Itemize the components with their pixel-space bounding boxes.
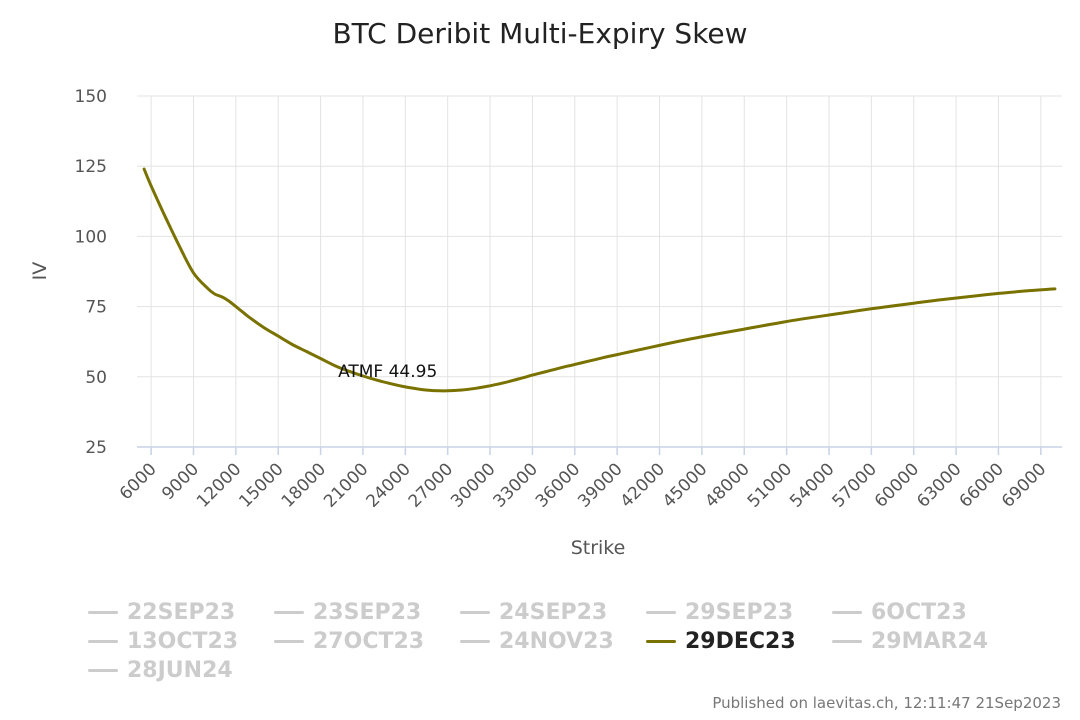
x-tick-label: 39000 — [574, 459, 626, 511]
legend-item-29sep23[interactable]: 29SEP23 — [646, 598, 832, 627]
x-tick-label: 30000 — [447, 459, 499, 511]
legend-item-23sep23[interactable]: 23SEP23 — [274, 598, 460, 627]
series-line-29DEC23[interactable] — [142, 167, 1057, 393]
legend: 22SEP23 23SEP23 24SEP23 29SEP23 6OCT23 13OCT2… — [88, 598, 1048, 685]
legend-swatch — [274, 611, 304, 614]
legend-label: 24NOV23 — [499, 629, 614, 654]
legend-label: 23SEP23 — [313, 600, 422, 625]
y-tick-label: 150 — [75, 87, 107, 107]
x-tick-label: 24000 — [362, 459, 414, 511]
legend-item-28jun24[interactable]: 28JUN24 — [88, 656, 274, 685]
x-tick-label: 60000 — [871, 459, 923, 511]
legend-swatch — [460, 611, 490, 614]
legend-swatch — [646, 640, 676, 643]
legend-swatch — [274, 640, 304, 643]
y-tick-label: 50 — [85, 368, 107, 388]
series-layer — [142, 167, 1057, 393]
x-axis-title: Strike — [571, 537, 626, 559]
legend-label: 28JUN24 — [127, 658, 233, 683]
x-tick-label: 18000 — [278, 459, 330, 511]
x-tick-label: 15000 — [235, 459, 287, 511]
legend-item-13oct23[interactable]: 13OCT23 — [88, 627, 274, 656]
legend-label: 29DEC23 — [685, 629, 796, 654]
x-tick-label: 45000 — [659, 459, 711, 511]
atmf-annotation: ATMF 44.95 — [338, 362, 437, 382]
y-axis-title: IV — [29, 262, 51, 281]
legend-label: 29MAR24 — [871, 629, 989, 654]
legend-swatch — [88, 640, 118, 643]
legend-item-29dec23[interactable]: 29DEC23 — [646, 627, 832, 656]
y-axis-ticks: 25 50 75 100 125 150 — [75, 87, 107, 458]
grid — [137, 95, 1062, 447]
x-tick-label: 42000 — [617, 459, 669, 511]
y-tick-label: 125 — [75, 157, 107, 177]
legend-item-24nov23[interactable]: 24NOV23 — [460, 627, 646, 656]
legend-swatch — [832, 611, 862, 614]
x-tick-label: 51000 — [744, 459, 796, 511]
legend-swatch — [646, 611, 676, 614]
x-tick-label: 54000 — [786, 459, 838, 511]
y-tick-label: 100 — [75, 227, 107, 247]
legend-label: 29SEP23 — [685, 600, 794, 625]
y-tick-label: 25 — [85, 438, 107, 458]
legend-swatch — [832, 640, 862, 643]
legend-label: 27OCT23 — [313, 629, 425, 654]
y-tick-label: 75 — [85, 298, 107, 318]
legend-label: 6OCT23 — [871, 600, 967, 625]
x-tick-label: 36000 — [532, 459, 584, 511]
x-tick-label: 69000 — [998, 459, 1050, 511]
legend-item-24sep23[interactable]: 24SEP23 — [460, 598, 646, 627]
legend-item-22sep23[interactable]: 22SEP23 — [88, 598, 274, 627]
x-tick-label: 33000 — [490, 459, 542, 511]
legend-item-27oct23[interactable]: 27OCT23 — [274, 627, 460, 656]
legend-swatch — [88, 611, 118, 614]
x-tick-label: 21000 — [320, 459, 372, 511]
legend-swatch — [88, 669, 118, 672]
legend-item-6oct23[interactable]: 6OCT23 — [832, 598, 1018, 627]
legend-label: 22SEP23 — [127, 600, 236, 625]
x-tick-label: 66000 — [956, 459, 1008, 511]
legend-label: 13OCT23 — [127, 629, 239, 654]
chart-title: BTC Deribit Multi-Expiry Skew — [332, 17, 747, 50]
x-tick-label: 48000 — [701, 459, 753, 511]
x-tick-label: 27000 — [405, 459, 457, 511]
x-tick-label: 57000 — [828, 459, 880, 511]
legend-item-29mar24[interactable]: 29MAR24 — [832, 627, 1018, 656]
x-tick-label: 6000 — [116, 459, 161, 504]
legend-swatch — [460, 640, 490, 643]
legend-label: 24SEP23 — [499, 600, 608, 625]
x-tick-label: 12000 — [193, 459, 245, 511]
credits[interactable]: Published on laevitas.ch, 12:11:47 21Sep… — [712, 694, 1061, 712]
x-axis-ticks: 6000900012000150001800021000240002700030… — [116, 447, 1050, 512]
x-tick-label: 63000 — [913, 459, 965, 511]
